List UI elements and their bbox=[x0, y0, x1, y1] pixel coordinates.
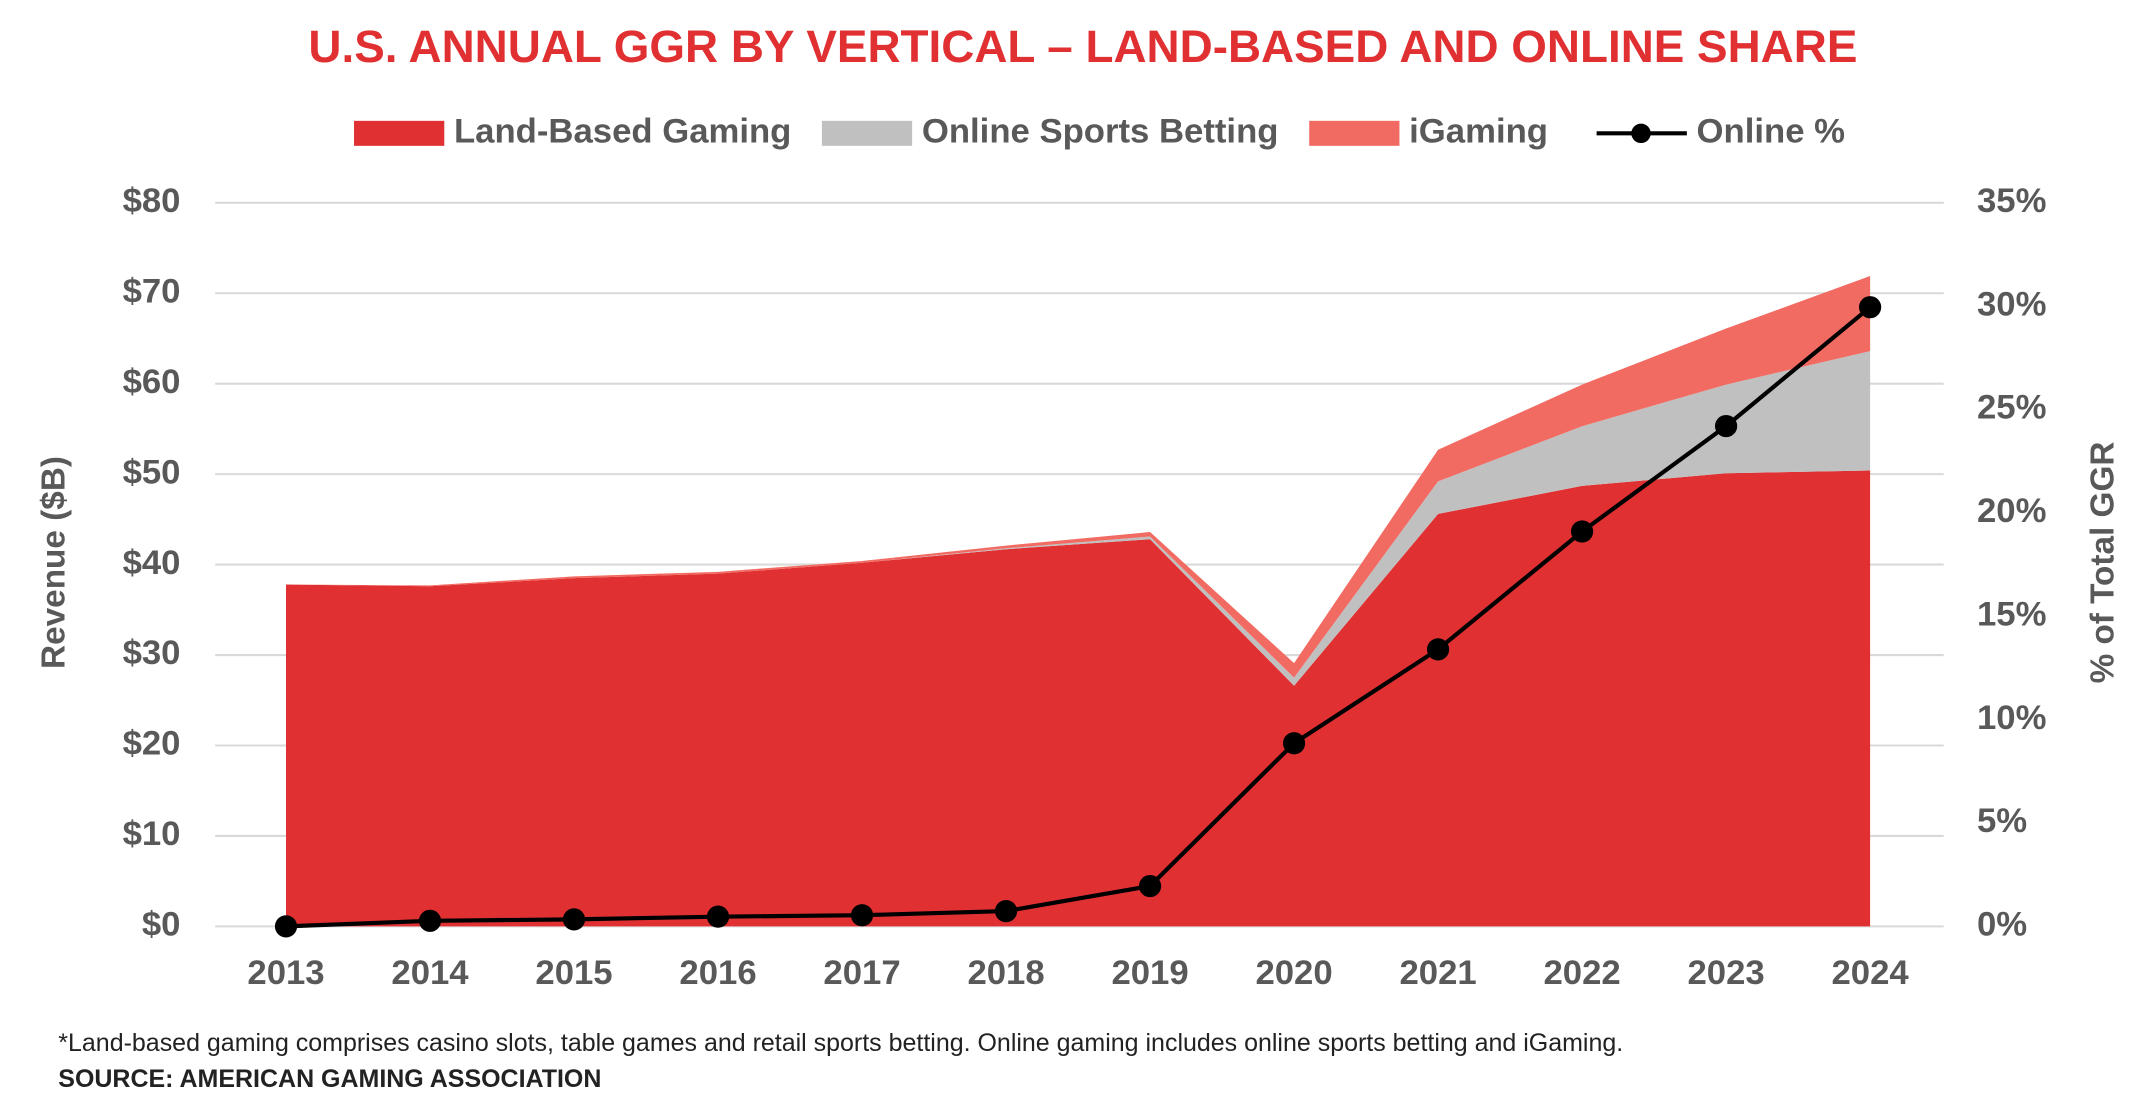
line-marker bbox=[850, 904, 874, 927]
y-tick-label: $70 bbox=[123, 272, 181, 310]
x-tick-label: 2013 bbox=[247, 954, 324, 992]
y-tick-label: $80 bbox=[123, 182, 181, 220]
y2-tick-label: 5% bbox=[1977, 802, 2027, 840]
legend-swatch bbox=[1309, 120, 1400, 146]
line-marker bbox=[418, 909, 442, 932]
y-tick-label: $40 bbox=[123, 544, 181, 582]
legend-label: Land-Based Gaming bbox=[454, 113, 791, 151]
x-tick-label: 2018 bbox=[967, 954, 1044, 992]
y-tick-label: $20 bbox=[123, 725, 181, 763]
legend-label: Online % bbox=[1697, 113, 1845, 151]
y2-tick-label: 0% bbox=[1977, 906, 2027, 944]
x-tick-label: 2019 bbox=[1111, 954, 1188, 992]
x-tick-label: 2023 bbox=[1688, 954, 1765, 992]
line-marker bbox=[1426, 638, 1450, 661]
x-tick-label: 2016 bbox=[679, 954, 756, 992]
lines bbox=[274, 296, 1882, 938]
y-tick-label: $30 bbox=[123, 634, 181, 672]
footnote: *Land-based gaming comprises casino slot… bbox=[58, 1029, 1623, 1057]
x-tick-label: 2024 bbox=[1832, 954, 1910, 992]
areas bbox=[286, 276, 1871, 927]
line-marker bbox=[1570, 520, 1594, 543]
legend-label: iGaming bbox=[1409, 113, 1548, 151]
y-tick-label: $60 bbox=[123, 363, 181, 401]
line-marker bbox=[1714, 414, 1738, 438]
y2-tick-label: 25% bbox=[1977, 389, 2046, 427]
x-tick-label: 2022 bbox=[1543, 954, 1620, 992]
line-marker bbox=[1859, 296, 1882, 319]
legend-swatch bbox=[354, 120, 445, 146]
chart-title: U.S. ANNUAL GGR BY VERTICAL – LAND-BASED… bbox=[308, 21, 1857, 72]
line-marker bbox=[994, 899, 1018, 923]
line-marker bbox=[562, 908, 586, 931]
y-tick-label: $10 bbox=[123, 815, 181, 853]
area bbox=[286, 470, 1871, 927]
y2-tick-label: 30% bbox=[1977, 285, 2046, 323]
source: SOURCE: AMERICAN GAMING ASSOCIATION bbox=[58, 1065, 601, 1093]
y2-tick-label: 20% bbox=[1977, 492, 2046, 530]
labels: $0 $10 $20 $30 $40 $50 $60 $70 $80 0% 5% 10% 15% 20% 2… bbox=[123, 113, 2047, 993]
x-tick-label: 2021 bbox=[1399, 954, 1476, 992]
legend-marker bbox=[1631, 123, 1651, 144]
line-marker bbox=[1138, 874, 1162, 898]
line-marker bbox=[274, 915, 298, 938]
y2-axis-label: % of Total GGR bbox=[2085, 442, 2122, 684]
x-tick-label: 2015 bbox=[535, 954, 612, 992]
y-tick-label: $0 bbox=[142, 906, 181, 944]
y-axis-label: Revenue ($B) bbox=[35, 456, 72, 669]
line-marker bbox=[706, 905, 730, 928]
x-tick-label: 2017 bbox=[823, 954, 900, 992]
y2-tick-label: 10% bbox=[1977, 699, 2046, 737]
line-marker bbox=[1282, 732, 1306, 755]
y-tick-label: $50 bbox=[123, 453, 181, 491]
y2-tick-label: 35% bbox=[1977, 182, 2046, 220]
legend-swatch bbox=[821, 120, 913, 146]
x-tick-label: 2020 bbox=[1255, 954, 1332, 992]
y2-tick-label: 15% bbox=[1977, 595, 2046, 633]
line bbox=[285, 305, 1872, 929]
x-tick-label: 2014 bbox=[391, 954, 469, 992]
legend-label: Online Sports Betting bbox=[922, 113, 1279, 151]
